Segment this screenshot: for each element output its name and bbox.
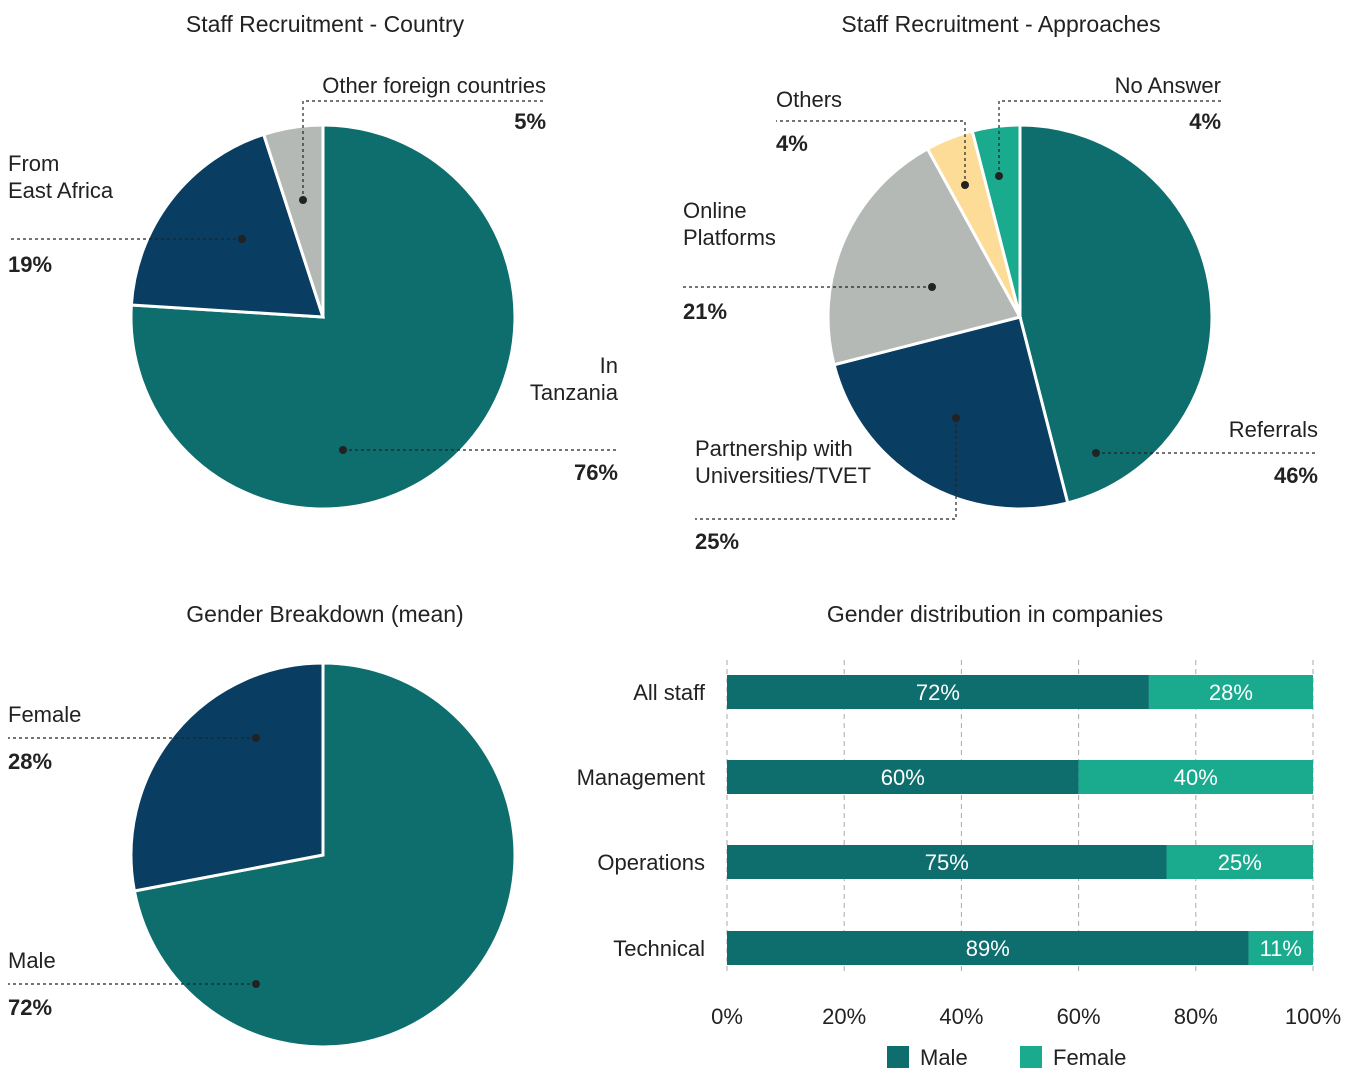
slice-label: Female xyxy=(8,702,81,727)
bar-value-label: 75% xyxy=(925,850,969,875)
pie-slice xyxy=(832,315,1070,511)
pie-slice xyxy=(261,123,325,318)
slice-value-label: 25% xyxy=(695,529,739,554)
slice-label: Others xyxy=(776,87,842,112)
pie-slice xyxy=(1018,123,1214,505)
slice-label: Other foreign countries xyxy=(322,73,546,98)
pie-slice xyxy=(129,661,325,893)
slice-label: Referrals xyxy=(1229,417,1318,442)
leader-dot xyxy=(995,172,1003,180)
slice-label: Male xyxy=(8,948,56,973)
bar-segment xyxy=(727,760,1079,794)
bar-value-label: 40% xyxy=(1174,765,1218,790)
slice-label: Online Platforms xyxy=(683,198,776,250)
leader-dot xyxy=(952,414,960,422)
slice-value-label: 46% xyxy=(1274,463,1318,488)
x-tick-label: 100% xyxy=(1285,1004,1341,1029)
bar-value-label: 60% xyxy=(881,765,925,790)
slice-value-label: 21% xyxy=(683,299,727,324)
slice-value-label: 4% xyxy=(776,131,808,156)
leader-dot xyxy=(1092,449,1100,457)
y-tick-label: Technical xyxy=(613,936,705,961)
legend-swatch xyxy=(887,1046,909,1068)
y-tick-label: Management xyxy=(577,765,705,790)
y-tick-label: All staff xyxy=(633,680,706,705)
legend-swatch xyxy=(1020,1046,1042,1068)
bar-value-label: 25% xyxy=(1218,850,1262,875)
bar-segment xyxy=(727,931,1249,965)
leader-dot xyxy=(339,446,347,454)
x-tick-label: 60% xyxy=(1057,1004,1101,1029)
bar-value-label: 89% xyxy=(966,936,1010,961)
chart-title: Staff Recruitment - Approaches xyxy=(841,11,1160,37)
y-tick-label: Operations xyxy=(597,850,705,875)
leader-dot xyxy=(238,235,246,243)
leader-dot xyxy=(928,283,936,291)
leader-dot xyxy=(252,734,260,742)
bar-value-label: 11% xyxy=(1260,936,1302,961)
leader-dot xyxy=(961,181,969,189)
legend-label: Female xyxy=(1053,1045,1126,1068)
slice-label: From East Africa xyxy=(8,151,114,203)
bar-segment xyxy=(1248,931,1313,965)
leader-line xyxy=(998,100,1221,176)
slice-value-label: 5% xyxy=(514,109,546,134)
x-tick-label: 40% xyxy=(939,1004,983,1029)
x-tick-label: 0% xyxy=(711,1004,743,1029)
x-tick-label: 80% xyxy=(1174,1004,1218,1029)
x-tick-label: 20% xyxy=(822,1004,866,1029)
bar-segment xyxy=(727,675,1149,709)
bar-value-label: 28% xyxy=(1209,680,1253,705)
pie-slice xyxy=(826,146,1023,367)
leader-dot xyxy=(252,980,260,988)
slice-value-label: 19% xyxy=(8,252,52,277)
slice-value-label: 4% xyxy=(1189,109,1221,134)
slice-label: No Answer xyxy=(1115,73,1221,98)
pie-slice xyxy=(132,661,517,1049)
bar-segment xyxy=(1166,845,1313,879)
bar-segment xyxy=(1148,675,1313,709)
bar-value-label: 72% xyxy=(916,680,960,705)
slice-value-label: 72% xyxy=(8,995,52,1020)
bar-segment xyxy=(1078,760,1313,794)
chart-title: Staff Recruitment - Country xyxy=(186,11,465,37)
slice-value-label: 76% xyxy=(574,460,618,485)
pie-slice xyxy=(129,123,517,511)
legend-label: Male xyxy=(920,1045,968,1068)
bar-segment xyxy=(727,845,1167,879)
chart-title: Gender Breakdown (mean) xyxy=(186,601,463,627)
slice-label: Partnership with Universities/TVET xyxy=(695,436,871,488)
slice-value-label: 28% xyxy=(8,749,52,774)
pie-slice xyxy=(129,132,326,319)
pie-slice xyxy=(970,123,1022,318)
chart-title: Gender distribution in companies xyxy=(827,601,1163,627)
leader-line xyxy=(302,100,546,200)
leader-dot xyxy=(299,196,307,204)
slice-label: In Tanzania xyxy=(530,353,619,405)
